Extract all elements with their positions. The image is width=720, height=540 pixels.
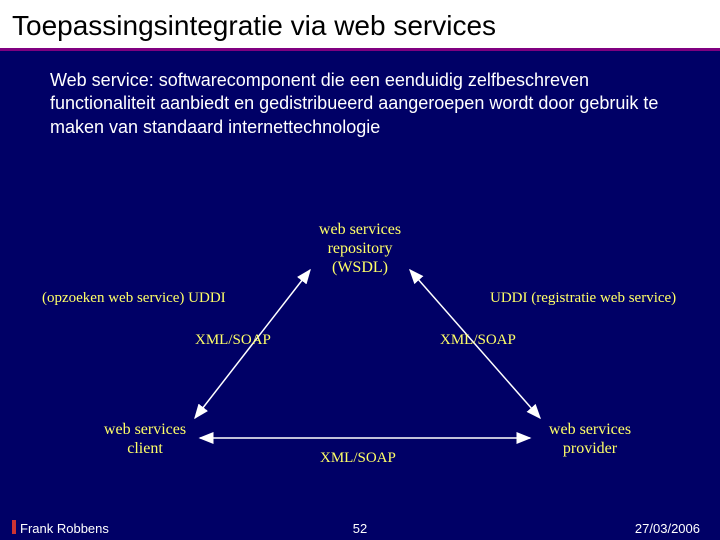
edge-label-register-uddi: UDDI (registratie web service) [490,290,676,307]
node-client-line2: client [85,439,205,458]
node-repository-line1: web services [300,220,420,239]
node-repository: web services repository (WSDL) [300,220,420,278]
node-provider-line2: provider [530,439,650,458]
node-client-line1: web services [85,420,205,439]
slide-description: Web service: softwarecomponent die een e… [0,51,720,139]
node-repository-line2: repository [300,239,420,258]
footer-accent-bar [12,520,16,534]
edge-label-xml-left: XML/SOAP [195,332,271,349]
web-services-diagram: web services repository (WSDL) web servi… [0,210,720,490]
edge-label-xml-bottom: XML/SOAP [320,450,396,467]
footer-date: 27/03/2006 [635,521,700,536]
node-client: web services client [85,420,205,458]
edge-label-xml-right: XML/SOAP [440,332,516,349]
node-repository-line3: (WSDL) [300,258,420,277]
title-bar: Toepassingsintegratie via web services [0,0,720,51]
node-provider: web services provider [530,420,650,458]
slide-footer: Frank Robbens 52 27/03/2006 [0,516,720,540]
footer-page-number: 52 [353,521,367,536]
footer-author: Frank Robbens [20,521,109,536]
edge-label-lookup-uddi: (opzoeken web service) UDDI [42,290,226,307]
slide-title: Toepassingsintegratie via web services [12,10,708,42]
node-provider-line1: web services [530,420,650,439]
